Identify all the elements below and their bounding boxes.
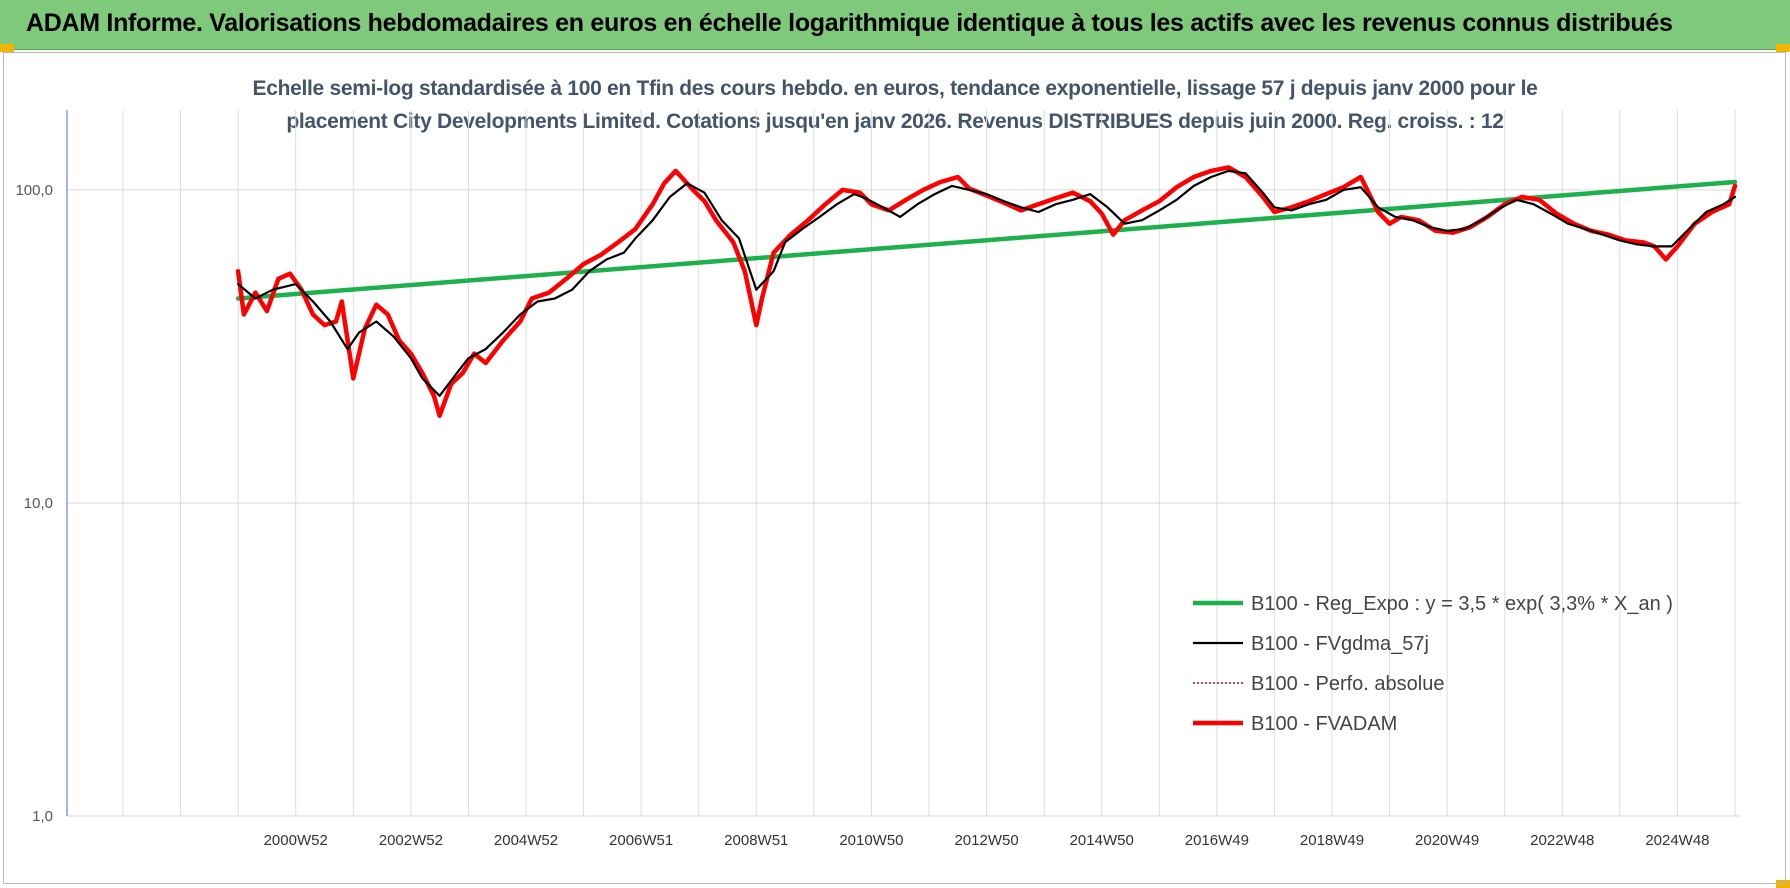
y-tick-label: 1,0 [32,808,53,825]
x-tick-label: 2022W48 [1530,832,1594,849]
x-tick-label: 2020W49 [1415,832,1479,849]
series-lines [235,165,1738,418]
x-tick-label: 2024W48 [1645,832,1709,849]
x-tick-label: 2012W50 [954,832,1018,849]
corner-marker [1776,44,1790,52]
chart-title-line-1: Echelle semi-log standardisée à 100 en T… [252,77,1538,100]
legend-label: B100 - Reg_Expo : y = 3,5 * exp( 3,3% * … [1251,593,1673,615]
series-line [237,169,1737,397]
x-tick-label: 2008W51 [724,832,788,849]
page-title: ADAM Informe. Valorisations hebdomadaire… [26,9,1673,37]
x-tick-label: 2000W52 [264,832,328,849]
legend-label: B100 - FVADAM [1251,713,1397,735]
x-tick-label: 2016W49 [1185,832,1249,849]
x-tick-label: 2006W51 [609,832,673,849]
x-tick-label: 2014W50 [1070,832,1134,849]
series-line [235,179,1738,301]
x-tick-label: 2004W52 [494,832,558,849]
x-tick-label: 2010W50 [839,832,903,849]
corner-marker [0,44,14,52]
legend-label: B100 - Perfo. absolue [1251,673,1444,695]
corner-marker [1776,880,1790,888]
chart-frame [3,52,1786,884]
grid-lines [67,110,1740,817]
x-tick-label: 2002W52 [379,832,443,849]
axes: 1,0 10,0 100,0 2000W52 2002W52 2004W52 2006W51… [15,110,1710,849]
legend: B100 - Reg_Expo : y = 3,5 * exp( 3,3% * … [1193,593,1673,735]
y-tick-label: 100,0 [15,182,53,199]
x-tick-label: 2018W49 [1300,832,1364,849]
legend-label: B100 - FVgdma_57j [1251,633,1429,655]
header-banner: ADAM Informe. Valorisations hebdomadaire… [0,0,1790,50]
chart-title-line-2: placement City Developments Limited. Cot… [286,110,1504,133]
y-tick-label: 10,0 [24,495,53,512]
